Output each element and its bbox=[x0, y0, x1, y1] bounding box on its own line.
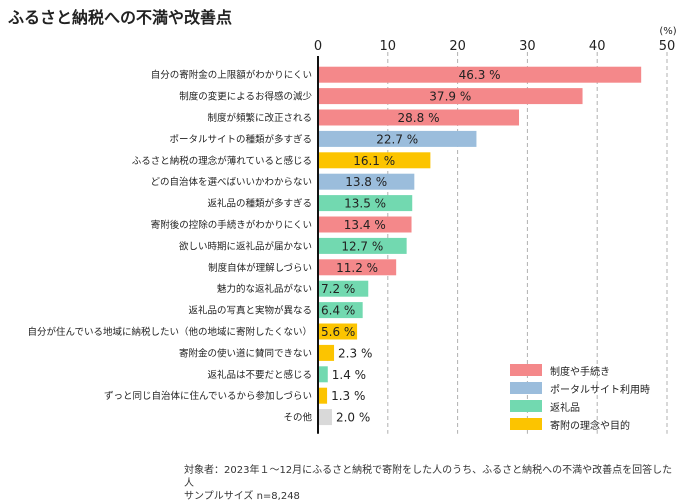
category-label: 返礼品は不要だと感じる bbox=[207, 369, 312, 381]
x-tick-label: 40 bbox=[589, 39, 606, 54]
bar bbox=[318, 88, 583, 105]
data-label: 22.7 % bbox=[376, 132, 418, 146]
legend-swatch bbox=[510, 382, 542, 394]
data-label: 28.8 % bbox=[398, 111, 440, 125]
bar bbox=[318, 280, 369, 297]
legend-item: 制度や手続き bbox=[510, 362, 650, 378]
bar bbox=[318, 66, 642, 83]
legend-swatch bbox=[510, 364, 542, 376]
bar bbox=[318, 152, 431, 169]
category-label: 自分が住んでいる地域に納税したい（他の地域に寄附したくない） bbox=[27, 326, 312, 338]
category-label: 欲しい時期に返礼品が届かない bbox=[179, 240, 312, 252]
x-tick-label: 50 bbox=[659, 39, 676, 54]
x-tick-label: 30 bbox=[519, 39, 536, 54]
chart-legend: 制度や手続きポータルサイト利用時 返礼品寄附の理念や目的 bbox=[510, 362, 650, 434]
category-label: 制度自体が理解しづらい bbox=[208, 262, 312, 274]
legend-swatch bbox=[510, 400, 542, 412]
category-label: 寄附後の控除の手続きがわかりにくい bbox=[151, 219, 312, 231]
category-label: 魅力的な返礼品がない bbox=[217, 283, 312, 295]
data-label: 6.4 % bbox=[321, 304, 355, 318]
category-label: どの自治体を選べばいいかわからない bbox=[150, 176, 312, 188]
legend-label: 寄附の理念や目的 bbox=[550, 420, 630, 432]
data-label: 7.2 % bbox=[321, 282, 355, 296]
category-label: ずっと同じ自治体に住んでいるから参加しづらい bbox=[104, 390, 312, 402]
category-label: ふるさと納税の理念が薄れていると感じる bbox=[132, 155, 312, 167]
data-label: 5.6 % bbox=[321, 325, 355, 339]
data-label: 46.3 % bbox=[459, 68, 501, 82]
data-label: 37.9 % bbox=[429, 90, 471, 104]
bar bbox=[318, 409, 332, 426]
category-label: 返礼品の写真と実物が異なる bbox=[188, 305, 312, 317]
bar bbox=[318, 344, 335, 361]
x-tick-label: 10 bbox=[380, 39, 397, 54]
data-label: 1.3 % bbox=[331, 389, 365, 403]
category-label: 寄附金の使い道に賛同できない bbox=[179, 347, 312, 359]
category-label: 返礼品の種類が多すぎる bbox=[207, 198, 312, 210]
legend-label: 返礼品 bbox=[550, 402, 580, 414]
category-label: その他 bbox=[283, 412, 312, 424]
note-target: 対象者：2023年１～12月にふるさと納税で寄附をした人のうち、ふるさと納税への… bbox=[184, 465, 673, 489]
bar bbox=[318, 387, 328, 404]
category-label: ポータルサイトの種類が多すぎる bbox=[169, 133, 312, 145]
bar bbox=[318, 237, 407, 254]
legend-item: 寄附の理念や目的 bbox=[510, 416, 650, 432]
x-tick-label: 0 bbox=[314, 39, 322, 54]
category-label: 制度の変更によるお得感の減少 bbox=[179, 91, 312, 103]
category-label: 自分の寄附金の上限額がわかりにくい bbox=[151, 69, 312, 81]
data-label: 16.1 % bbox=[353, 154, 395, 168]
bar bbox=[318, 109, 520, 126]
category-label: 制度が頻繁に改正される bbox=[207, 112, 312, 124]
data-label: 2.0 % bbox=[336, 411, 370, 425]
data-label: 13.5 % bbox=[344, 197, 386, 211]
bar bbox=[318, 216, 412, 233]
bar bbox=[318, 130, 477, 147]
data-label: 1.4 % bbox=[332, 368, 366, 382]
bar bbox=[318, 302, 363, 319]
bar bbox=[318, 366, 328, 383]
data-label: 13.8 % bbox=[345, 175, 387, 189]
legend-label: 制度や手続き bbox=[550, 366, 610, 378]
chart-title: ふるさと納税への不満や改善点 bbox=[8, 8, 233, 27]
bar bbox=[318, 173, 415, 190]
legend-label: ポータルサイト利用時 bbox=[550, 384, 650, 396]
legend-item: ポータルサイト利用時 bbox=[510, 380, 650, 396]
bar bbox=[318, 259, 397, 276]
legend-swatch bbox=[510, 418, 542, 430]
data-label: 2.3 % bbox=[338, 346, 372, 360]
x-tick-label: 20 bbox=[449, 39, 466, 54]
legend-item: 返礼品 bbox=[510, 398, 650, 414]
bar bbox=[318, 195, 413, 212]
data-label: 12.7 % bbox=[341, 239, 383, 253]
data-label: 13.4 % bbox=[344, 218, 386, 232]
bar bbox=[318, 323, 358, 340]
chart-notes: 対象者：2023年１～12月にふるさと納税で寄附をした人のうち、ふるさと納税への… bbox=[184, 464, 680, 503]
unit-label: (%) bbox=[659, 26, 676, 37]
data-label: 11.2 % bbox=[336, 261, 378, 275]
